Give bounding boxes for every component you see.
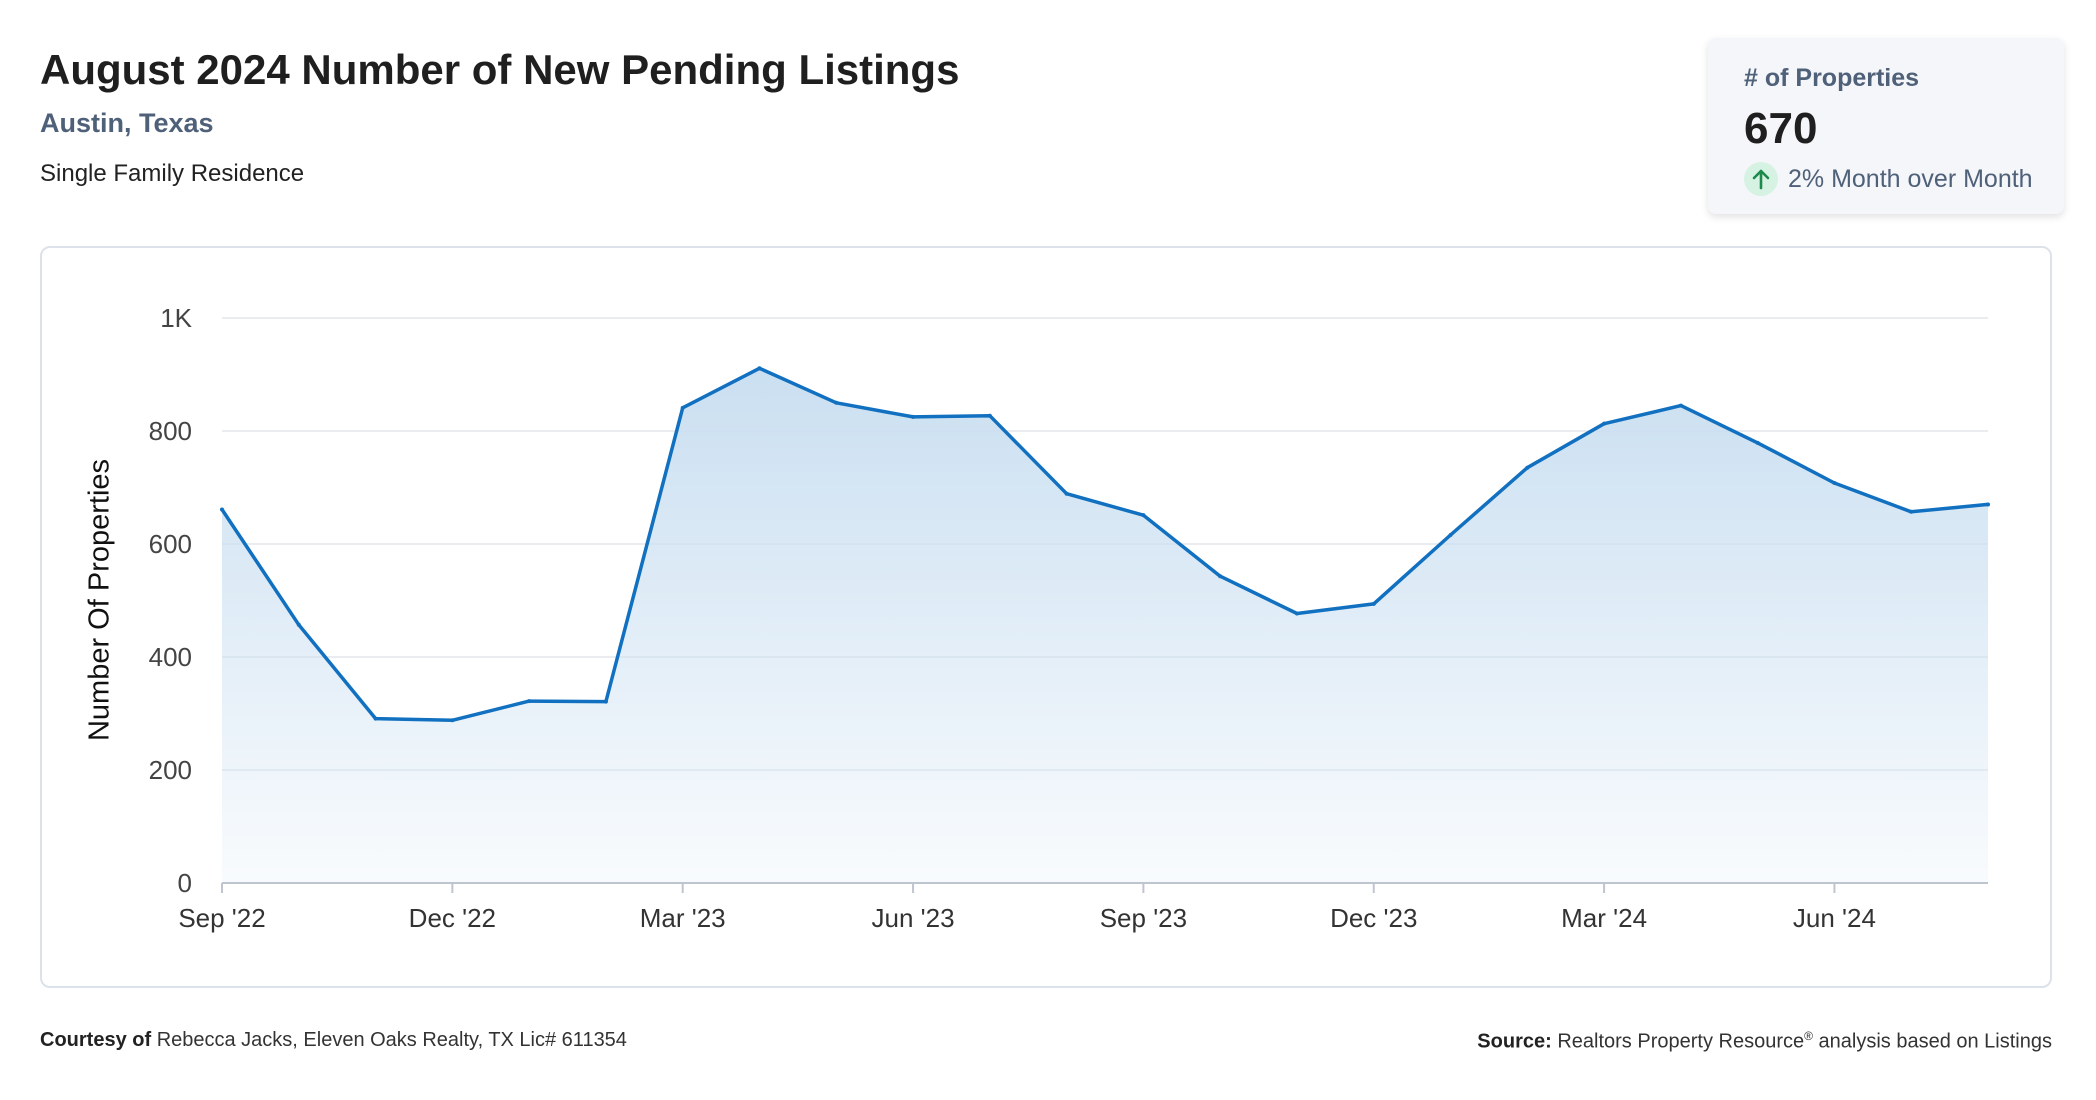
data-point [1755,440,1760,445]
data-point [680,405,685,410]
source-suffix: analysis based on Listings [1818,1030,2052,1053]
data-point [603,699,608,704]
pending-listings-chart: 0 200 400 600 800 1K Sep '22 Dec '22 Mar '23 Jun … [149,303,1990,933]
registered-mark: ® [1804,1029,1813,1043]
kpi-change-text: 2% Month over Month [1788,164,2033,193]
page-title: August 2024 Number of New Pending Listin… [40,46,960,93]
courtesy-footer: Courtesy of Rebecca Jacks, Eleven Oaks R… [40,1029,627,1052]
data-point [1218,574,1223,579]
source-text: Realtors Property Resource [1557,1030,1805,1053]
data-point [911,414,916,419]
courtesy-text: Rebecca Jacks, Eleven Oaks Realty, TX Li… [156,1029,627,1051]
data-point [1602,421,1607,426]
data-point [1986,502,1990,507]
data-point [296,622,301,627]
data-point [450,718,455,723]
courtesy-label: Courtesy of [40,1029,152,1051]
data-point [1525,465,1530,470]
data-point [1141,513,1146,518]
y-tick-label: 0 [178,868,192,898]
data-point [1448,532,1453,537]
kpi-card: # of Properties 670 2% Month over Month [1708,38,2064,214]
y-tick-label: 200 [149,755,192,785]
property-type-caption: Single Family Residence [40,160,305,187]
data-point [987,413,992,418]
data-point [757,366,762,371]
data-point [373,716,378,721]
x-tick-label: Mar '24 [1561,903,1647,933]
data-point [1064,491,1069,496]
y-tick-label: 800 [149,416,192,446]
source-footer: Source: Realtors Property Resource® anal… [1477,1029,2052,1054]
data-point [834,400,839,405]
data-point [1678,403,1683,408]
data-point [1294,611,1299,616]
x-tick-label: Jun '24 [1793,903,1876,933]
x-tick-label: Dec '22 [409,903,496,933]
data-point [1832,480,1837,485]
arrow-up-icon [1744,162,1778,196]
x-tick-label: Sep '22 [178,903,265,933]
series-line [220,366,1990,723]
data-point [220,507,224,512]
y-tick-label: 600 [149,529,192,559]
x-tick-label: Dec '23 [1330,903,1417,933]
series-area [222,368,1988,883]
kpi-value: 670 [1744,104,1818,153]
source-label: Source: [1477,1030,1552,1053]
x-tick-label: Mar '23 [640,903,726,933]
location-subtitle: Austin, Texas [40,108,214,138]
x-tick-label: Jun '23 [872,903,955,933]
kpi-change: 2% Month over Month [1744,162,2033,196]
y-tick-label: 400 [149,642,192,672]
y-axis-label: Number Of Properties [83,458,116,742]
data-point [1909,509,1914,514]
kpi-label: # of Properties [1744,64,1920,92]
data-point [1371,601,1376,606]
y-tick-label: 1K [160,303,192,333]
x-tick-label: Sep '23 [1100,903,1187,933]
data-point [527,699,532,704]
